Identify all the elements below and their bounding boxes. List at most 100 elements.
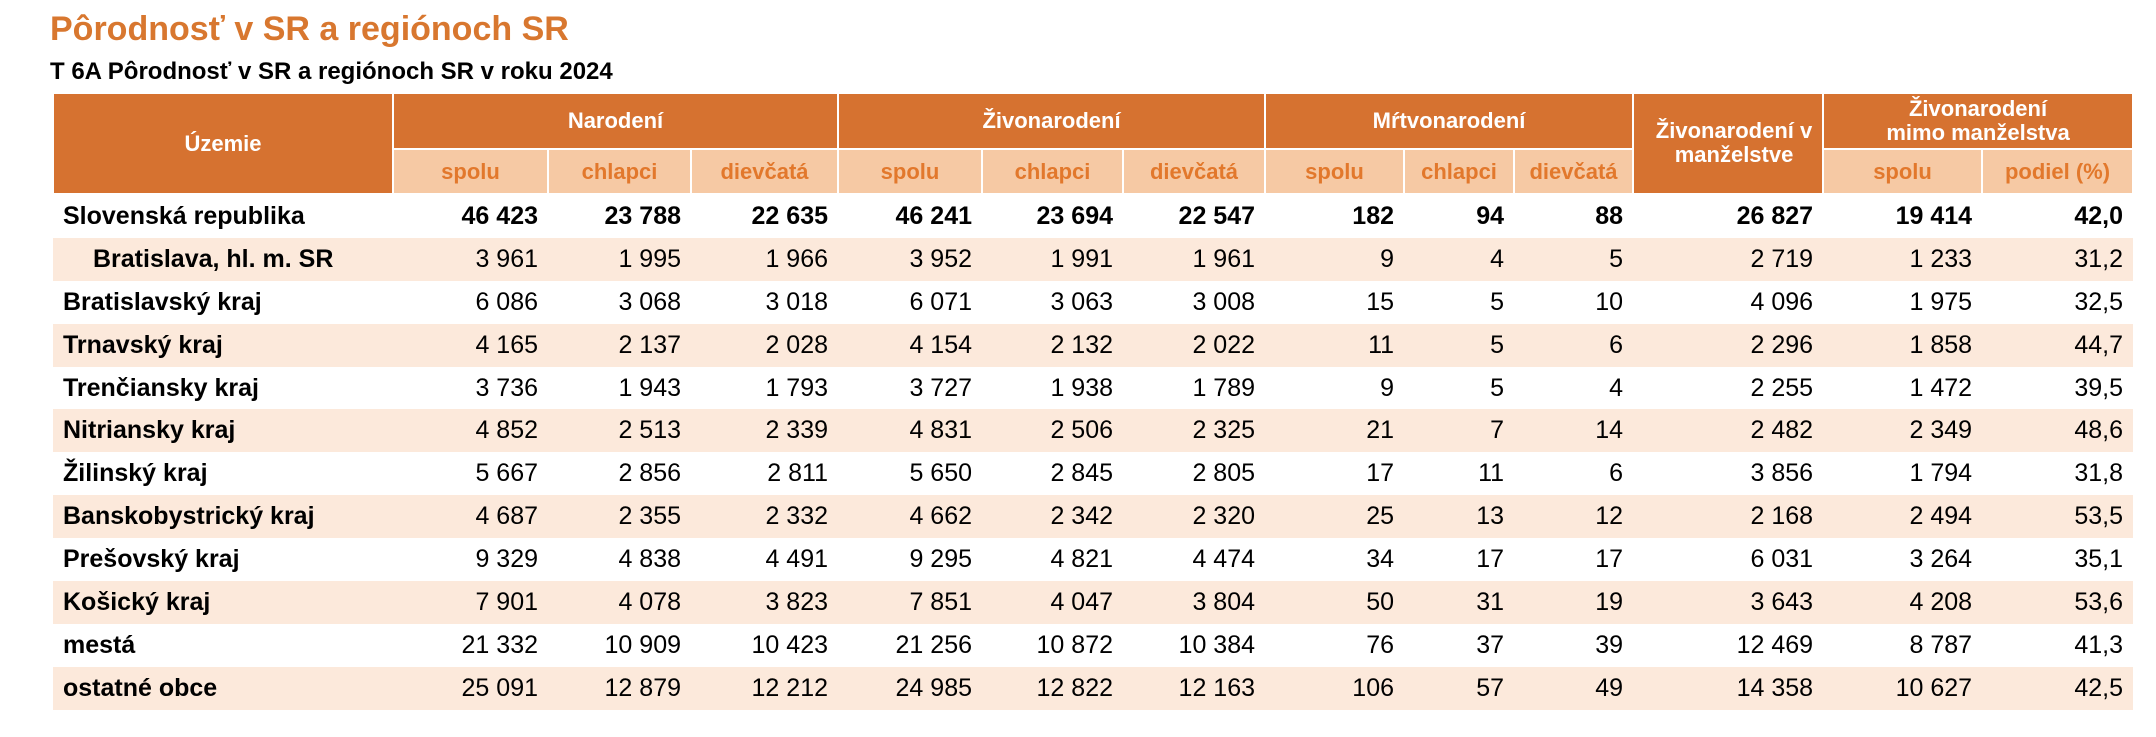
group-header: Živonarodení v manželstve (1632, 92, 1825, 195)
cell: 4 474 (1192, 545, 1256, 574)
column-header: podiel (%) (1981, 148, 2135, 195)
cell: 7 851 (838, 581, 982, 624)
group-header: Mŕtvonarodení (1264, 92, 1635, 150)
cell: 2 296 (1633, 323, 1824, 367)
cell: 12 822 (982, 666, 1123, 710)
cell: 53,5 (1982, 495, 2134, 539)
cell: 39,5 (2074, 373, 2124, 402)
cell: 10 627 (1823, 666, 1983, 710)
cell: 2 168 (1633, 495, 1824, 539)
cell: 46 423 (461, 201, 538, 230)
corner-header: Územie (52, 92, 394, 195)
cell: 57 (1404, 666, 1515, 710)
page-title: Pôrodnosť v SR a regiónoch SR (50, 10, 569, 48)
cell: 3 068 (618, 287, 681, 316)
cell: 4 831 (838, 409, 982, 453)
row-name: Košický kraj (53, 581, 393, 624)
cell: 14 358 (1633, 666, 1824, 710)
cell: 12 469 (1736, 630, 1814, 659)
group-label: Živonarodení v manželstve (1655, 118, 1813, 167)
row-name: mestá (63, 630, 136, 659)
column-header: chlapci (547, 148, 692, 195)
cell: 1 995 (548, 237, 691, 281)
table-head: Územie Narodení Živonarodení Mŕtvonarodení Ž… (52, 92, 2135, 195)
cell: 76 (1366, 630, 1395, 659)
cell: 4 154 (838, 323, 982, 367)
row-name: Nitriansky kraj (53, 409, 393, 453)
cell: 19 414 (1895, 201, 1973, 230)
column-header: dievčatá (1513, 148, 1635, 195)
cell: 1 789 (1192, 373, 1256, 402)
cell: 2 349 (1823, 409, 1983, 453)
cell: 6 071 (909, 287, 972, 316)
cell: 5 667 (475, 459, 538, 488)
cell: 22 547 (1178, 201, 1256, 230)
cell: 3 008 (1192, 287, 1256, 316)
cell: 35,1 (2074, 545, 2124, 574)
cell: 5 (1404, 323, 1515, 367)
data-row: ostatné obce 25 091 12 879 12 212 24 985 12 8… (53, 666, 2134, 710)
row-name: Bratislava, hl. m. SR (53, 237, 393, 281)
cell: 1 991 (982, 237, 1123, 281)
cell: 3 727 (909, 373, 972, 402)
cell: 12 212 (691, 666, 838, 710)
cell: 2 482 (1633, 409, 1824, 453)
cell: 9 295 (909, 545, 972, 574)
cell: 1 943 (618, 373, 681, 402)
cell: 37 (1476, 630, 1505, 659)
cell: 7 (1404, 409, 1515, 453)
cell: 1 472 (1909, 373, 1973, 402)
cell: 9 (1265, 237, 1405, 281)
cell: 2 028 (691, 323, 838, 367)
cell: 1 858 (1823, 323, 1983, 367)
cell: 1 233 (1823, 237, 1983, 281)
cell: 11 (1478, 459, 1505, 488)
row-name: Žilinský kraj (63, 459, 208, 488)
cell: 11 (1265, 323, 1405, 367)
cell: 7 901 (393, 581, 548, 624)
cell: 4 838 (618, 545, 681, 574)
data-row: Slovenská republika 46 423 23 788 22 635 46 … (53, 194, 2133, 238)
cell: 1 961 (1123, 237, 1266, 281)
cell: 2 255 (1750, 373, 1814, 402)
cell: 23 788 (604, 201, 681, 230)
cell: 10 909 (604, 630, 681, 659)
cell: 10 872 (1036, 630, 1113, 659)
cell: 21 332 (461, 630, 538, 659)
row-name: Trenčiansky kraj (63, 373, 259, 402)
cell: 6 (1514, 323, 1634, 367)
cell: 4 662 (838, 495, 982, 539)
cell: 2 325 (1123, 409, 1266, 453)
cell: 182 (1352, 201, 1395, 230)
data-row: Banskobystrický kraj 4 687 2 355 2 332 4 662… (53, 495, 2134, 539)
subheader-row: spolu chlapci dievčatá spolu chlapci dievčatá… (53, 148, 2135, 195)
cell: 2 339 (691, 409, 838, 453)
birth-table: Územie Narodení Živonarodení Mŕtvonarodení Ž… (52, 92, 2135, 710)
cell: 42,0 (2074, 201, 2124, 230)
data-row: Žilinský kraj 5 667 2 856 2 811 5 650 2 845 2 … (53, 452, 2133, 495)
cell: 2 137 (548, 323, 691, 367)
cell: 17 (1595, 545, 1624, 574)
column-header: chlapci (1403, 148, 1516, 195)
cell: 1 975 (1909, 287, 1973, 316)
cell: 2 506 (982, 409, 1123, 453)
cell: 3 643 (1633, 581, 1824, 624)
cell: 53,6 (1982, 581, 2134, 624)
cell: 4 047 (982, 581, 1123, 624)
cell: 2 845 (1050, 459, 1113, 488)
group-label: Mŕtvonarodení (1372, 108, 1526, 133)
cell: 2 022 (1123, 323, 1266, 367)
cell: 4 491 (765, 545, 828, 574)
header-row: Územie Narodení Živonarodení Mŕtvonarodení Ž… (52, 92, 2135, 195)
cell: 3 823 (691, 581, 838, 624)
table-caption: T 6A Pôrodnosť v SR a regiónoch SR v rok… (50, 58, 613, 85)
cell: 46 241 (895, 201, 972, 230)
cell: 12 163 (1123, 666, 1266, 710)
column-header: dievčatá (1121, 148, 1267, 195)
column-header: chlapci (981, 148, 1124, 195)
column-header: spolu (392, 148, 549, 195)
group-label: Živonarodení mimo manželstva (1886, 95, 2070, 145)
cell: 32,5 (2074, 287, 2124, 316)
cell: 2 332 (691, 495, 838, 539)
data-row: Trnavský kraj 4 165 2 137 2 028 4 154 2 132 2 … (53, 323, 2134, 367)
